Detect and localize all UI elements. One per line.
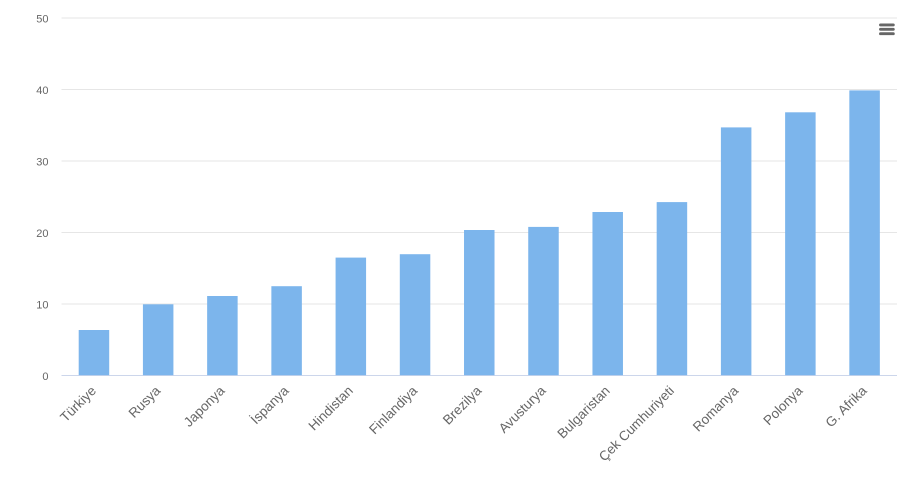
svg-text:40: 40	[36, 85, 48, 97]
svg-text:10: 10	[36, 300, 48, 312]
svg-text:50: 50	[36, 14, 48, 26]
svg-text:0: 0	[42, 371, 48, 383]
svg-text:30: 30	[36, 157, 48, 169]
svg-text:20: 20	[36, 228, 48, 240]
